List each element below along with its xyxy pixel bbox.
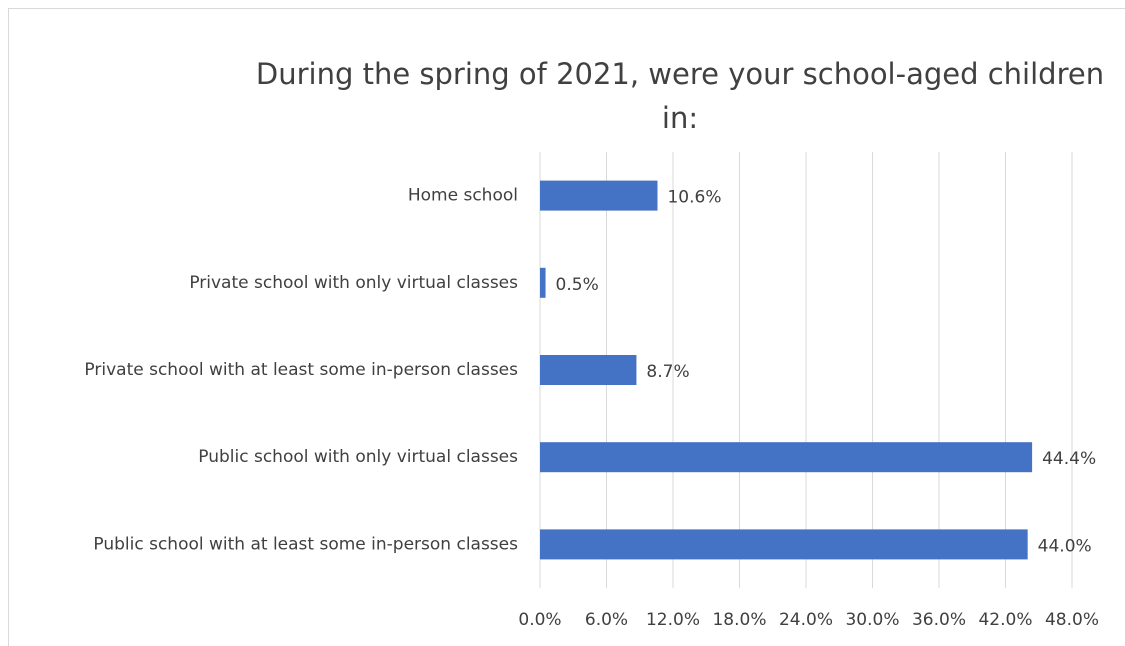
x-tick-label: 6.0%	[585, 610, 628, 630]
x-tick-label: 42.0%	[978, 610, 1032, 630]
x-tick-label: 30.0%	[845, 610, 899, 630]
data-label: 8.7%	[646, 362, 689, 382]
y-tick-label: Home school	[408, 186, 518, 206]
bar	[540, 442, 1033, 473]
y-tick-label: Private school with at least some in-per…	[84, 360, 518, 380]
bar	[540, 267, 546, 298]
x-tick-label: 18.0%	[712, 610, 766, 630]
y-tick-label: Public school with at least some in-pers…	[93, 534, 518, 554]
data-label: 44.4%	[1042, 449, 1096, 469]
data-label: 0.5%	[556, 275, 599, 295]
bar	[540, 355, 637, 385]
y-tick-label: Private school with only virtual classes	[189, 273, 518, 293]
bar	[540, 180, 658, 211]
x-tick-label: 24.0%	[779, 610, 833, 630]
bar	[540, 529, 1028, 560]
x-tick-label: 12.0%	[646, 610, 700, 630]
x-tick-label: 0.0%	[518, 610, 561, 630]
chart-title: During the spring of 2021, were your sch…	[256, 57, 1104, 135]
x-tick-label: 36.0%	[912, 610, 966, 630]
data-label: 10.6%	[667, 188, 721, 208]
chart-border	[8, 8, 1125, 646]
data-label: 44.0%	[1038, 536, 1092, 556]
x-tick-label: 48.0%	[1045, 610, 1099, 630]
y-tick-label: Public school with only virtual classes	[198, 447, 518, 467]
